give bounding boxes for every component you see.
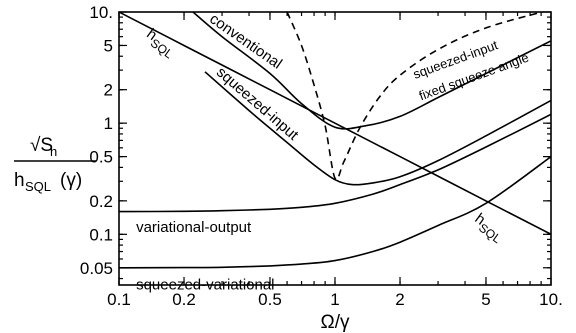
series-squeezed-variational [119, 155, 551, 269]
series-conventional [192, 12, 551, 130]
y-tick-label: 0.2 [89, 192, 113, 211]
y-tick-label: 2 [104, 81, 113, 100]
annotation-h-sql: hSQL [141, 25, 180, 61]
x-tick-label: 1 [330, 290, 339, 309]
plot-frame [118, 11, 552, 286]
y-tick-label: 5 [104, 36, 113, 55]
x-tick-label: 10. [539, 290, 563, 309]
x-tick-label: 2 [395, 290, 404, 309]
series-squeezed-input [204, 71, 551, 186]
y-axis-label-numerator-sub: h [50, 144, 57, 159]
x-axis-label: Ω/γ [321, 312, 350, 333]
series-squeezed-input-fixed-squeeze-angle [286, 12, 546, 181]
y-axis-label-denominator-arg: (γ) [60, 170, 82, 191]
x-tick-label: 0.2 [172, 290, 196, 309]
series-h-sql [119, 12, 551, 236]
y-axis-label: √S h h SQL (γ) [14, 135, 96, 194]
series-variational-output [119, 113, 551, 213]
y-tick-label: 0.5 [89, 148, 113, 167]
y-tick-label: 10. [89, 3, 113, 22]
y-axis-label-denominator-sub: SQL [25, 179, 51, 194]
annotation-h-sql: hSQL [469, 210, 508, 246]
y-tick-label: 0.1 [89, 225, 113, 244]
annotation-variational-output: variational-output [136, 219, 252, 236]
annotations-group: hSQLhSQLconventionalsqueezed-inputsqueez… [136, 10, 531, 293]
x-tick-label: 5 [481, 290, 490, 309]
annotation-squeezed-input: squeezed-input [213, 64, 302, 145]
y-axis-label-denominator: h [14, 170, 25, 191]
y-axis-label-numerator-sqrt: √S [30, 135, 53, 156]
y-tick-label: 0.05 [80, 259, 113, 278]
x-tick-label: 0.5 [258, 290, 282, 309]
x-tick-label: 0.1 [107, 290, 131, 309]
y-tick-label: 1 [104, 114, 113, 133]
curves-group [119, 12, 551, 269]
